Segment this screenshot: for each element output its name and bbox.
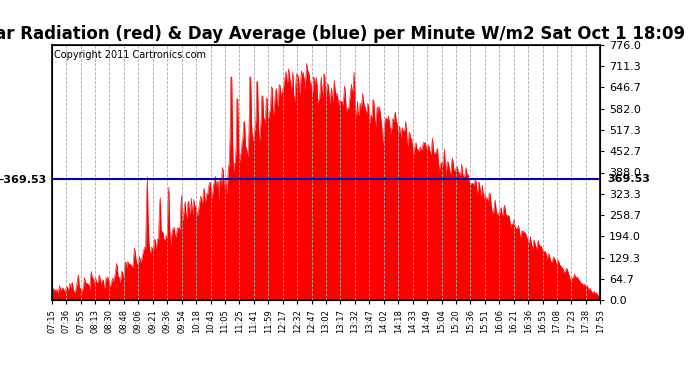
Title: Solar Radiation (red) & Day Average (blue) per Minute W/m2 Sat Oct 1 18:09: Solar Radiation (red) & Day Average (blu… — [0, 26, 686, 44]
Text: Copyright 2011 Cartronics.com: Copyright 2011 Cartronics.com — [55, 50, 206, 60]
Text: 369.53: 369.53 — [607, 174, 650, 184]
